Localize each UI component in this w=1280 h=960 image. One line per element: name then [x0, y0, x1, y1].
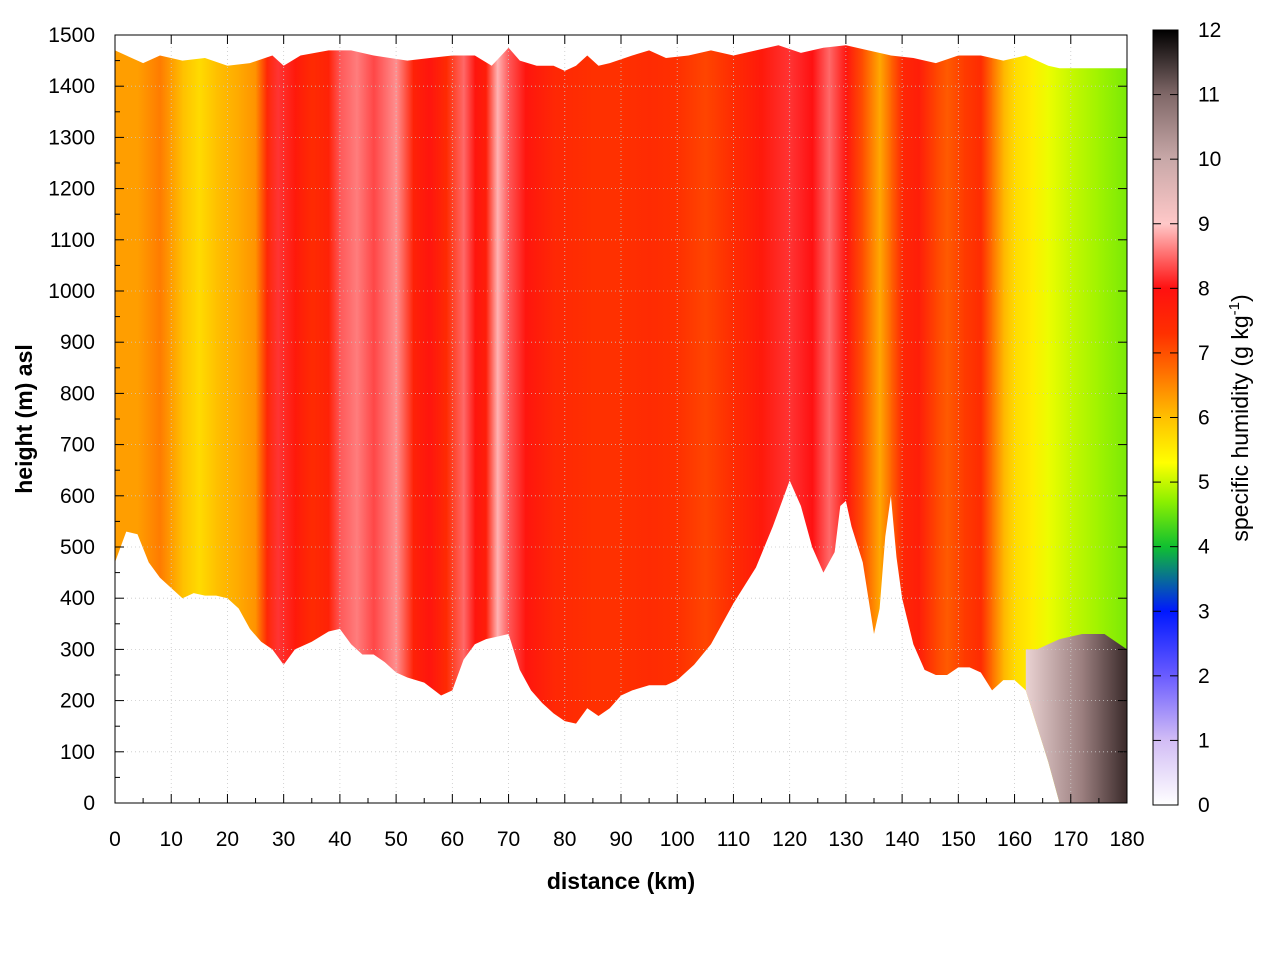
- heatmap-column: [918, 35, 937, 803]
- heatmap-column: [339, 35, 358, 803]
- heatmap-column: [525, 35, 555, 803]
- heatmap-column: [592, 35, 622, 803]
- x-tick-label: 90: [609, 828, 632, 851]
- x-axis-label: distance (km): [547, 868, 695, 894]
- y-tick-label: 400: [60, 587, 95, 610]
- x-tick-label: 110: [717, 828, 750, 851]
- x-tick-label: 170: [1053, 828, 1088, 851]
- heatmap-column: [396, 35, 414, 803]
- colorbar-label-end: ): [1227, 294, 1253, 302]
- x-tick-label: 180: [1109, 828, 1144, 851]
- y-tick-label: 1000: [48, 280, 95, 303]
- y-tick-label: 800: [60, 382, 95, 405]
- heatmap-column: [328, 35, 341, 803]
- heatmap-column: [311, 35, 330, 803]
- heatmap-column: [356, 35, 375, 803]
- y-tick-label: 600: [60, 485, 95, 508]
- x-tick-label: 50: [384, 828, 407, 851]
- heatmap-column: [294, 35, 313, 803]
- x-tick-label: 80: [553, 828, 576, 851]
- heatmap-column: [497, 35, 510, 803]
- heatmap-column: [902, 35, 920, 803]
- heatmap-column: [621, 35, 650, 803]
- y-tick-label: 1100: [50, 229, 95, 252]
- x-tick-label: 30: [272, 828, 295, 851]
- heatmap-column: [1003, 35, 1016, 803]
- heatmap-column: [463, 35, 476, 803]
- y-axis-ticks: 0 100 200 300 400 500 600 700 800 900 1000 1100 1200…: [48, 24, 1127, 815]
- heatmap-column: [474, 35, 487, 803]
- colorbar-tick-label: 3: [1198, 600, 1210, 623]
- colorbar-tick-label: 11: [1198, 84, 1220, 107]
- colorbar-tick-label: 9: [1198, 213, 1210, 236]
- x-tick-label: 100: [660, 828, 695, 851]
- heatmap-column: [266, 35, 279, 803]
- heatmap-column: [980, 35, 993, 803]
- heatmap-column: [412, 35, 431, 803]
- x-axis-ticks: 0 10 20 30 40 50 60 70 80 90 100 110 120 130 140 150 160…: [109, 35, 1145, 851]
- colorbar-tick-label: 6: [1198, 407, 1210, 430]
- heatmap-column: [446, 35, 465, 803]
- y-tick-label: 1300: [48, 126, 95, 149]
- heatmap-column: [1048, 35, 1072, 803]
- x-tick-label: 40: [328, 828, 351, 851]
- heatmap-column: [278, 35, 296, 803]
- terrain-mask: [115, 480, 1127, 803]
- heatmap-column: [1014, 35, 1033, 803]
- heatmap-column: [238, 35, 257, 803]
- heatmap-column: [935, 35, 948, 803]
- x-tick-label: 70: [497, 828, 520, 851]
- x-tick-label: 150: [941, 828, 976, 851]
- x-tick-label: 130: [828, 828, 863, 851]
- y-axis-label: height (m) asl: [11, 344, 37, 494]
- heatmap-column: [373, 35, 397, 803]
- y-tick-label: 100: [60, 741, 95, 764]
- heatmap-column: [890, 35, 903, 803]
- colorbar-tick-label: 12: [1198, 19, 1221, 42]
- colorbar-tick-label: 2: [1198, 665, 1210, 688]
- y-tick-label: 500: [60, 536, 95, 559]
- colorbar-tick-label: 8: [1198, 277, 1210, 300]
- colorbar-tick-label: 5: [1198, 471, 1210, 494]
- colorbar-label-main: specific humidity (g kg: [1227, 315, 1253, 541]
- top-mask: [115, 35, 1127, 71]
- y-tick-label: 1400: [48, 75, 95, 98]
- heatmap-column: [649, 35, 678, 803]
- surface-moist-layer: [1025, 634, 1127, 803]
- x-tick-label: 120: [772, 828, 807, 851]
- x-tick-label: 160: [997, 828, 1032, 851]
- heatmap-column: [963, 35, 982, 803]
- heatmap-column: [1031, 35, 1049, 803]
- colorbar-tick-label: 7: [1198, 342, 1210, 365]
- colorbar-tick-label: 10: [1198, 148, 1221, 171]
- colorbar-label-sup: -1: [1226, 302, 1243, 315]
- heatmap-column: [486, 35, 498, 803]
- x-tick-label: 140: [885, 828, 920, 851]
- heatmap-column: [429, 35, 448, 803]
- x-tick-label: 20: [216, 828, 239, 851]
- heatmap-column: [947, 35, 965, 803]
- colorbar-tick-label: 4: [1198, 536, 1210, 559]
- y-tick-label: 1200: [48, 178, 95, 201]
- colorbar-tick-label: 1: [1198, 729, 1210, 752]
- y-tick-label: 300: [60, 638, 95, 661]
- y-tick-label: 1500: [48, 24, 95, 47]
- heatmap-column: [553, 35, 594, 803]
- heatmap-column: [508, 35, 527, 803]
- colorbar-tick-label: 0: [1198, 794, 1210, 817]
- x-tick-label: 0: [109, 828, 121, 851]
- plot-area: [115, 35, 1127, 803]
- x-tick-label: 10: [160, 828, 183, 851]
- heatmap-column: [255, 35, 268, 803]
- y-tick-label: 200: [60, 690, 95, 713]
- y-tick-label: 900: [60, 331, 95, 354]
- heatmap-column: [879, 35, 892, 803]
- y-tick-label: 0: [83, 792, 95, 815]
- heatmap-column: [992, 35, 1004, 803]
- colorbar-label: specific humidity (g kg-1): [1226, 294, 1253, 541]
- y-tick-label: 700: [60, 434, 95, 457]
- x-tick-label: 60: [441, 828, 464, 851]
